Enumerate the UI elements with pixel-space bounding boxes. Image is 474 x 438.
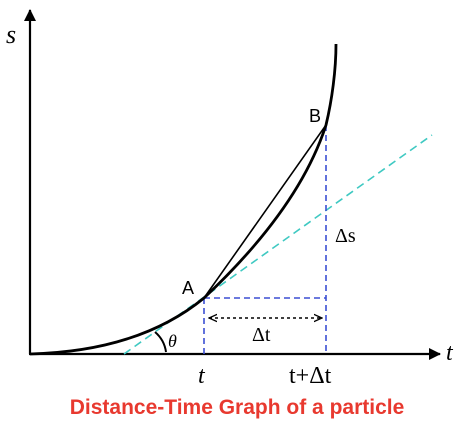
tick-label-t-plus-dt: t+Δt [289,363,332,389]
point-a-label: A [182,278,194,298]
distance-time-curve [29,43,338,356]
angle-label: θ [168,331,177,351]
tick-label-t: t [198,363,206,389]
delta-t-label: Δt [252,324,271,346]
angle-arc [154,331,167,353]
point-b-label: B [309,106,321,126]
tangent-line [123,134,433,355]
x-axis-label: t [446,340,454,366]
chord-ab [203,124,327,299]
delta-s-label: Δs [335,225,356,247]
figure-caption: Distance-Time Graph of a particle [69,396,405,419]
y-axis-label: s [6,20,16,49]
